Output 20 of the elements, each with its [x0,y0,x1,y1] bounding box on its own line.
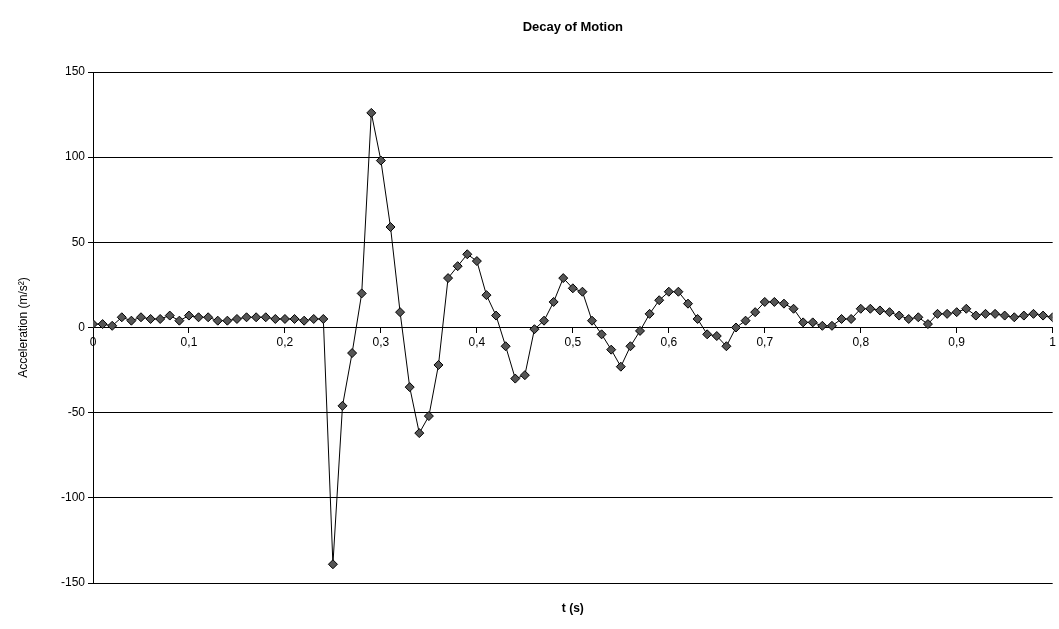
x-tick-label: 0,8 [852,335,870,350]
y-tick-label: 150 [64,64,86,79]
chart-title: Decay of Motion [522,18,624,34]
x-tick-label: 0,4 [468,335,486,350]
x-axis-title: t (s) [561,601,584,616]
x-tick-label: 0,3 [372,335,390,350]
x-tick-label: 0,6 [660,335,678,350]
x-tick-label: 0,5 [564,335,582,350]
x-tick-label: 0,2 [276,335,294,350]
x-tick-label: 0,1 [180,335,198,350]
y-axis-title: Acceleration (m/s²) [16,277,31,378]
x-tick-label: 0,7 [756,335,774,350]
y-tick-label: 100 [64,149,86,164]
y-tick-label: -100 [60,490,86,505]
x-tick-label: 1 [1049,335,1057,350]
y-tick-label: -50 [67,404,86,419]
y-tick-label: -150 [60,575,86,590]
y-tick-label: 50 [71,234,86,249]
y-tick-label: 0 [78,319,86,334]
x-tick-label: 0,9 [948,335,966,350]
